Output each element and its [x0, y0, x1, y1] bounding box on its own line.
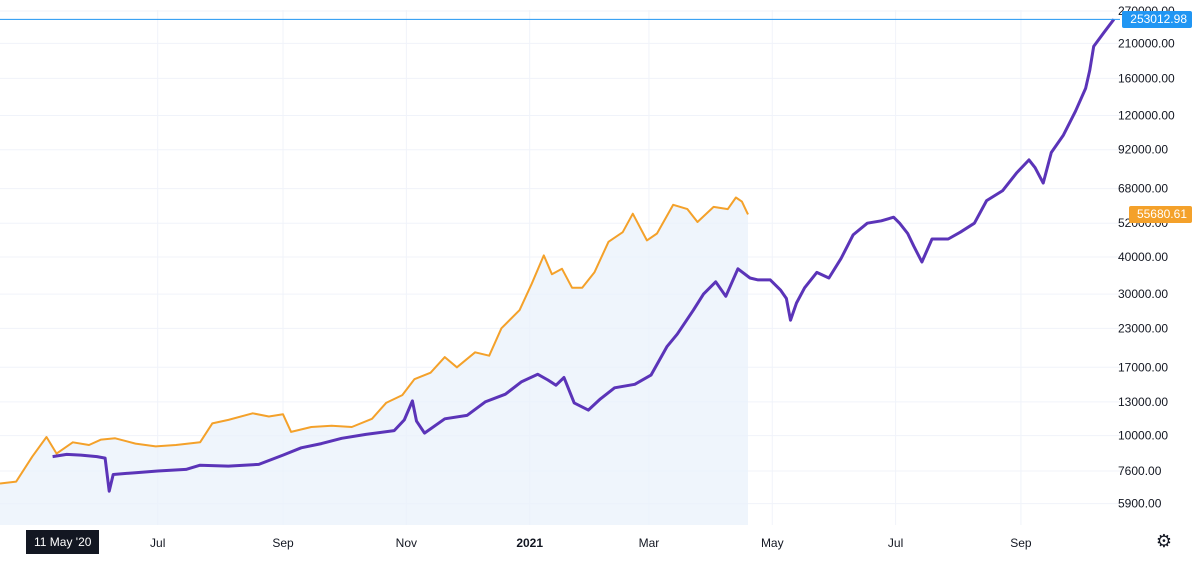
x-tick-label: May [761, 536, 784, 550]
series-lines [0, 18, 1116, 493]
y-tick-label: 10000.00 [1118, 429, 1168, 443]
x-axis: Jul Sep Nov 2021 Mar May Jul Sep [150, 536, 1032, 550]
y-tick-label: 13000.00 [1118, 395, 1168, 409]
x-tick-label: Jul [150, 536, 165, 550]
y-axis: 270000.00210000.00160000.00120000.009200… [1118, 4, 1175, 511]
y-tick-label: 23000.00 [1118, 321, 1168, 335]
y-tick-label: 30000.00 [1118, 287, 1168, 301]
series-line-secondary [0, 196, 749, 485]
y-tick-label: 40000.00 [1118, 250, 1168, 264]
gear-icon[interactable]: ⚙ [1155, 531, 1173, 552]
x-tick-label: Mar [639, 536, 660, 550]
y-tick-label: 68000.00 [1118, 182, 1168, 196]
last-price-label-secondary: 55680.61 [1128, 205, 1192, 223]
crosshair-date-label: 11 May '20 [26, 530, 100, 554]
series-area [0, 197, 748, 525]
y-tick-label: 17000.00 [1118, 360, 1168, 374]
y-tick-label: 210000.00 [1118, 36, 1175, 50]
crosshair-price-label: 253012.98 [1122, 10, 1192, 28]
x-tick-label: Jul [888, 536, 903, 550]
y-tick-label: 5900.00 [1118, 497, 1162, 511]
x-tick-label: Sep [272, 536, 294, 550]
series-line-primary [52, 18, 1116, 493]
area-fill [0, 197, 748, 525]
y-tick-label: 160000.00 [1118, 71, 1175, 85]
x-tick-label: 2021 [516, 536, 543, 550]
x-tick-label: Sep [1010, 536, 1032, 550]
y-tick-label: 7600.00 [1118, 464, 1162, 478]
x-tick-label: Nov [396, 536, 417, 550]
y-tick-label: 92000.00 [1118, 143, 1168, 157]
y-tick-label: 120000.00 [1118, 108, 1175, 122]
